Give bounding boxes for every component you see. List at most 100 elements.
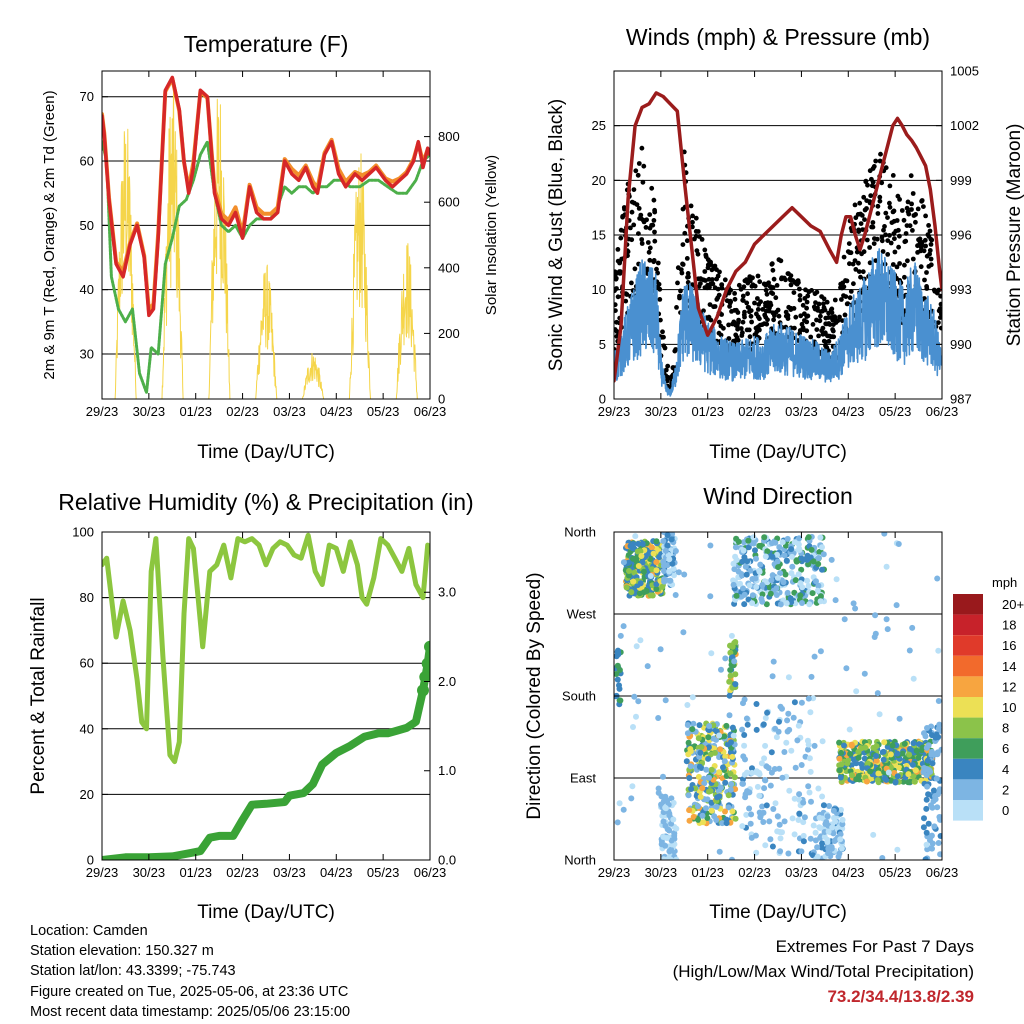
- direction-point: [801, 814, 808, 821]
- gust-point: [863, 178, 869, 184]
- direction-point: [791, 699, 798, 706]
- direction-point: [687, 763, 694, 770]
- gust-point: [655, 260, 661, 266]
- direction-point: [740, 780, 746, 787]
- direction-point: [807, 768, 814, 775]
- direction-point: [762, 842, 769, 849]
- gust-point: [929, 237, 935, 243]
- x-tick-label: 05/23: [879, 404, 912, 419]
- direction-point: [892, 779, 899, 786]
- legend-title: mph: [992, 575, 1017, 590]
- direction-point: [923, 772, 930, 779]
- direction-point: [934, 804, 941, 811]
- gust-point: [802, 296, 808, 301]
- gust-point: [844, 301, 850, 307]
- direction-point: [631, 693, 638, 700]
- direction-point: [773, 592, 780, 598]
- gust-point: [660, 329, 665, 335]
- direction-series: [614, 532, 942, 860]
- direction-point: [839, 845, 845, 852]
- y2-tick-label: 600: [438, 195, 460, 210]
- gust-point: [887, 200, 892, 206]
- direction-point: [836, 739, 843, 746]
- gust-point: [614, 308, 618, 313]
- direction-point: [743, 811, 750, 818]
- gust-point: [705, 265, 711, 271]
- direction-point: [699, 785, 706, 792]
- gust-point: [853, 215, 859, 221]
- x-tick-label: 05/23: [367, 865, 400, 880]
- direction-point: [760, 721, 767, 728]
- gust-point: [680, 242, 686, 248]
- gust-point: [693, 215, 699, 221]
- direction-point: [829, 824, 836, 831]
- direction-point: [753, 726, 760, 733]
- direction-point: [929, 732, 935, 739]
- direction-point: [752, 575, 759, 582]
- direction-point: [825, 828, 832, 835]
- direction-point: [910, 740, 917, 747]
- gust-point: [867, 260, 873, 266]
- gust-point: [924, 286, 930, 291]
- direction-point: [753, 768, 760, 775]
- gust-point: [646, 249, 652, 255]
- direction-point: [704, 815, 711, 821]
- direction-point: [783, 739, 790, 746]
- y2-tick-label: 987: [950, 392, 972, 407]
- gust-point: [661, 343, 667, 349]
- gust-point: [875, 211, 881, 216]
- direction-point: [817, 648, 824, 655]
- gust-point: [857, 200, 863, 206]
- direction-point: [871, 634, 878, 640]
- x-tick-label: 03/23: [273, 404, 306, 419]
- gust-point: [888, 240, 894, 246]
- direction-point: [816, 824, 823, 831]
- gust-point: [887, 183, 893, 189]
- direction-point: [696, 722, 703, 729]
- direction-point: [881, 739, 888, 746]
- gust-point: [918, 264, 924, 270]
- direction-point: [814, 844, 821, 851]
- gust-point: [809, 288, 814, 293]
- gust-point: [921, 204, 926, 210]
- direction-point: [727, 770, 734, 777]
- direction-point: [799, 600, 805, 606]
- legend-swatch: [953, 697, 983, 718]
- gust-point: [769, 261, 775, 267]
- direction-point: [765, 765, 772, 771]
- direction-point: [863, 778, 870, 785]
- x-tick-label: 29/23: [598, 865, 631, 880]
- direction-point: [695, 735, 702, 742]
- gust-point: [846, 241, 852, 247]
- direction-point: [786, 787, 793, 794]
- direction-point: [743, 715, 750, 722]
- gust-point: [673, 347, 679, 352]
- direction-point: [910, 675, 917, 682]
- gust-point: [885, 252, 891, 257]
- direction-point: [633, 713, 639, 720]
- direction-point: [762, 553, 769, 560]
- direction-point: [653, 559, 660, 566]
- direction-point: [660, 798, 667, 805]
- direction-point: [683, 758, 690, 765]
- gust-point: [695, 251, 701, 257]
- gust-point: [885, 215, 890, 221]
- winds-x-title: Time (Day/UTC): [709, 442, 847, 463]
- direction-point: [867, 768, 874, 775]
- gust-point: [887, 233, 892, 238]
- direction-point: [640, 568, 647, 575]
- direction-point: [739, 726, 746, 733]
- gust-point: [917, 241, 923, 247]
- direction-point: [906, 647, 913, 654]
- direction-point: [718, 784, 724, 791]
- direction-point: [872, 612, 879, 619]
- gust-point: [906, 211, 912, 217]
- info-latlon: Station lat/lon: 43.3399; -75.743: [30, 963, 236, 980]
- direction-point: [909, 761, 916, 768]
- gust-point: [651, 218, 657, 223]
- direction-point: [774, 558, 781, 565]
- y-tick-label: 5: [599, 337, 606, 352]
- gust-point: [629, 209, 635, 215]
- gust-point: [783, 277, 788, 283]
- direction-point: [635, 698, 642, 705]
